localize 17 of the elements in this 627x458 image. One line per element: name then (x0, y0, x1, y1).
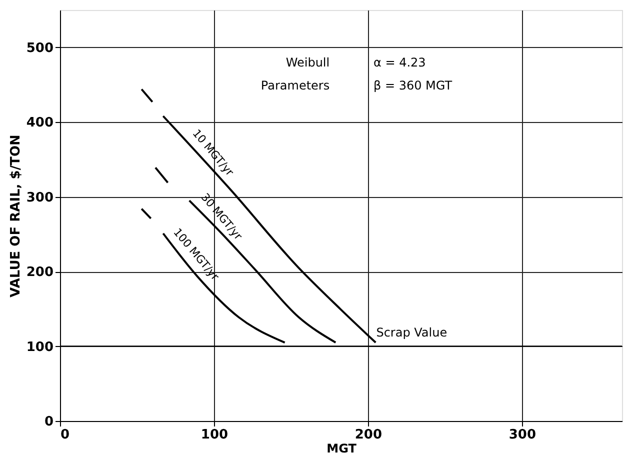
x-tick-label: 100 (200, 428, 228, 442)
x-tick-label: 200 (354, 428, 382, 442)
annotation: α = 4.23 (374, 55, 426, 70)
y-tick-label: 400 (26, 116, 54, 131)
y-axis-title: VALUE OF RAIL, $/TON (8, 134, 24, 298)
annotation: Parameters (260, 78, 330, 92)
ref-line-label: Scrap Value (376, 325, 448, 340)
annotation: Weibull (286, 55, 330, 70)
y-tick-label: 300 (26, 190, 54, 206)
x-tick-label: 0 (60, 428, 70, 442)
y-tick-label: 500 (26, 40, 54, 56)
x-axis-title: MGT (326, 442, 358, 456)
annotation: β = 360 MGT (374, 78, 453, 92)
y-tick-label: 0 (44, 414, 54, 430)
y-tick-label: 200 (26, 265, 54, 280)
y-tick-label: 100 (26, 340, 54, 355)
x-tick-label: 300 (508, 428, 536, 442)
